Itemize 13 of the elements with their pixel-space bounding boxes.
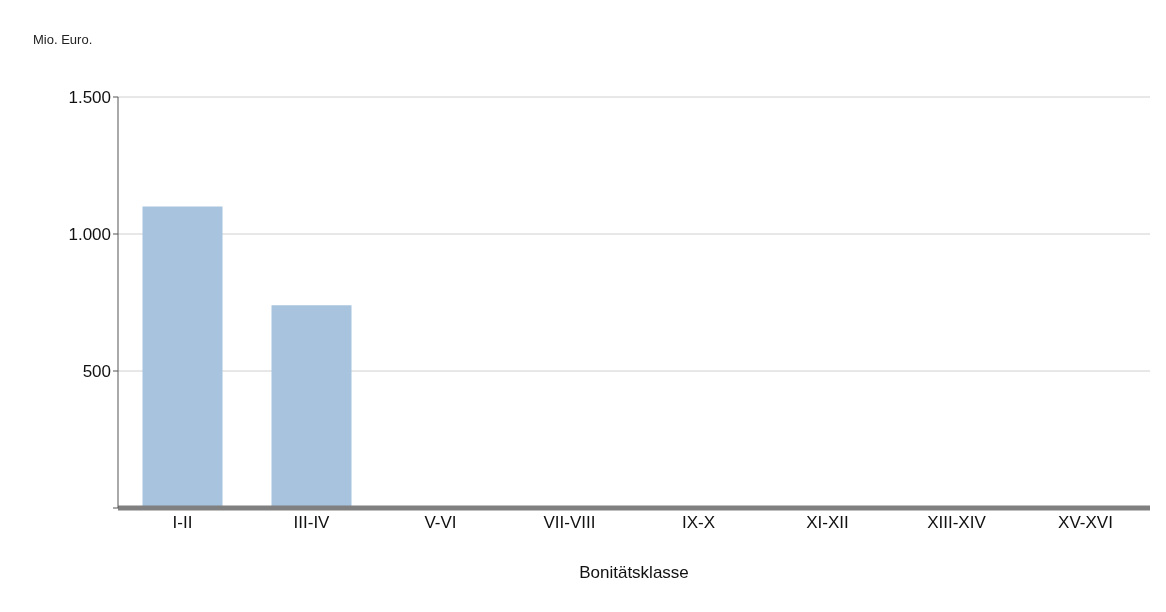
x-tick-label: III-IV (293, 513, 331, 533)
y-tick-label: 500 (82, 362, 111, 382)
y-axis-title: Mio. Euro. (33, 32, 93, 47)
y-tick-label: 1.000 (68, 225, 111, 245)
x-tick-label: VII-VIII (543, 513, 596, 533)
x-tick-label: IX-X (681, 513, 716, 533)
y-tick-label: 1.500 (68, 88, 111, 108)
x-tick-label: I-II (172, 513, 193, 533)
x-tick-label: XIII-XIV (927, 513, 987, 533)
x-axis-title: Bonitätsklasse (579, 563, 689, 582)
x-tick-label: V-VI (424, 513, 457, 533)
x-tick-label: XV-XVI (1058, 513, 1113, 533)
x-tick-label: XI-XII (806, 513, 849, 533)
